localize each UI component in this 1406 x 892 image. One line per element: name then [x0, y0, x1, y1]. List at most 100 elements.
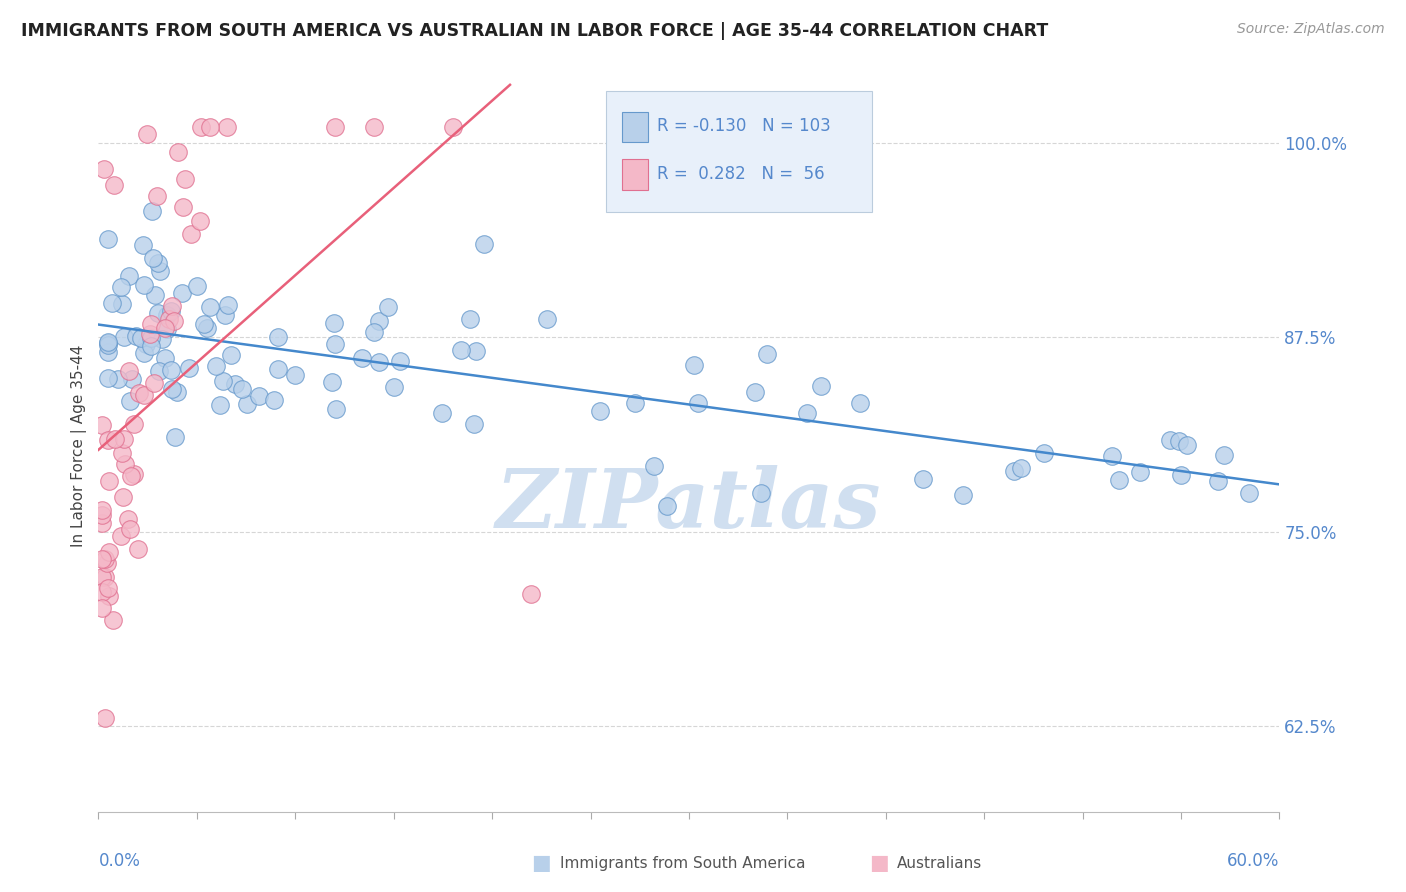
Point — [180, 227, 202, 242]
Text: Source: ZipAtlas.com: Source: ZipAtlas.com — [1237, 22, 1385, 37]
Point — [755, 347, 778, 361]
Point — [350, 351, 373, 365]
Point — [111, 445, 134, 459]
Text: ZIPatlas: ZIPatlas — [496, 465, 882, 544]
Point — [363, 120, 385, 134]
Point — [450, 343, 472, 357]
Point — [441, 120, 464, 134]
Point — [107, 372, 129, 386]
Point — [266, 330, 288, 344]
Point — [132, 277, 155, 292]
Point — [1011, 461, 1033, 475]
Point — [912, 472, 935, 486]
Point — [1168, 434, 1191, 448]
Point — [156, 308, 179, 322]
Point — [186, 279, 208, 293]
Point — [97, 232, 120, 246]
Point — [382, 380, 405, 394]
Point — [104, 433, 127, 447]
Point — [155, 321, 177, 335]
Point — [97, 334, 120, 349]
Point — [142, 376, 165, 390]
Point — [129, 331, 152, 345]
Point — [110, 280, 132, 294]
Point — [112, 432, 135, 446]
Point — [796, 406, 818, 420]
Point — [217, 297, 239, 311]
Point — [136, 127, 159, 141]
Point — [388, 354, 411, 368]
Point — [167, 145, 190, 159]
Point — [377, 301, 399, 315]
Point — [91, 418, 114, 433]
Point — [91, 503, 114, 517]
Point — [849, 395, 872, 409]
Text: ■: ■ — [869, 854, 889, 873]
Point — [97, 474, 120, 488]
Point — [209, 398, 232, 412]
Point — [190, 120, 212, 134]
Point — [458, 312, 481, 326]
Point — [91, 516, 114, 531]
Point — [200, 120, 222, 134]
Point — [91, 570, 114, 584]
Point — [744, 385, 766, 400]
Point — [149, 264, 172, 278]
Point — [97, 371, 120, 385]
Point — [160, 363, 183, 377]
Point — [120, 469, 142, 483]
Point — [118, 268, 141, 283]
Point — [117, 512, 139, 526]
Point — [236, 396, 259, 410]
Point — [1108, 473, 1130, 487]
FancyBboxPatch shape — [621, 160, 648, 190]
Point — [1002, 464, 1025, 478]
Point — [97, 345, 120, 359]
Point — [952, 488, 974, 502]
Point — [110, 529, 132, 543]
Point — [97, 581, 120, 595]
Point — [284, 368, 307, 383]
Point — [146, 189, 169, 203]
Text: IMMIGRANTS FROM SOUTH AMERICA VS AUSTRALIAN IN LABOR FORCE | AGE 35-44 CORRELATI: IMMIGRANTS FROM SOUTH AMERICA VS AUSTRAL… — [21, 22, 1049, 40]
Point — [111, 297, 134, 311]
Point — [1101, 450, 1123, 464]
Point — [214, 308, 236, 322]
Point — [134, 387, 156, 401]
Point — [91, 601, 114, 615]
Point — [132, 237, 155, 252]
Point — [1033, 445, 1056, 459]
Point — [195, 320, 218, 334]
Point — [91, 552, 114, 566]
Point — [1206, 475, 1229, 489]
FancyBboxPatch shape — [606, 91, 872, 212]
Point — [143, 288, 166, 302]
Text: 0.0%: 0.0% — [98, 852, 141, 870]
Point — [1175, 438, 1198, 452]
Point — [114, 458, 136, 472]
Point — [103, 178, 125, 193]
Point — [91, 508, 114, 523]
Point — [231, 382, 253, 396]
Point — [323, 336, 346, 351]
Point — [204, 359, 226, 373]
Point — [101, 613, 124, 627]
Point — [430, 406, 453, 420]
Point — [160, 303, 183, 318]
Point — [643, 458, 665, 473]
Point — [139, 327, 162, 342]
Point — [686, 395, 709, 409]
Text: R = -0.130   N = 103: R = -0.130 N = 103 — [657, 117, 831, 135]
Point — [157, 312, 180, 326]
Point — [1159, 433, 1181, 447]
Point — [112, 330, 135, 344]
Point — [122, 467, 145, 481]
Point — [127, 541, 149, 556]
Point — [463, 417, 485, 432]
Text: Immigrants from South America: Immigrants from South America — [560, 856, 806, 871]
Y-axis label: In Labor Force | Age 35-44: In Labor Force | Age 35-44 — [72, 345, 87, 547]
Point — [589, 403, 612, 417]
Point — [166, 385, 188, 400]
Point — [190, 214, 212, 228]
Point — [135, 336, 157, 351]
